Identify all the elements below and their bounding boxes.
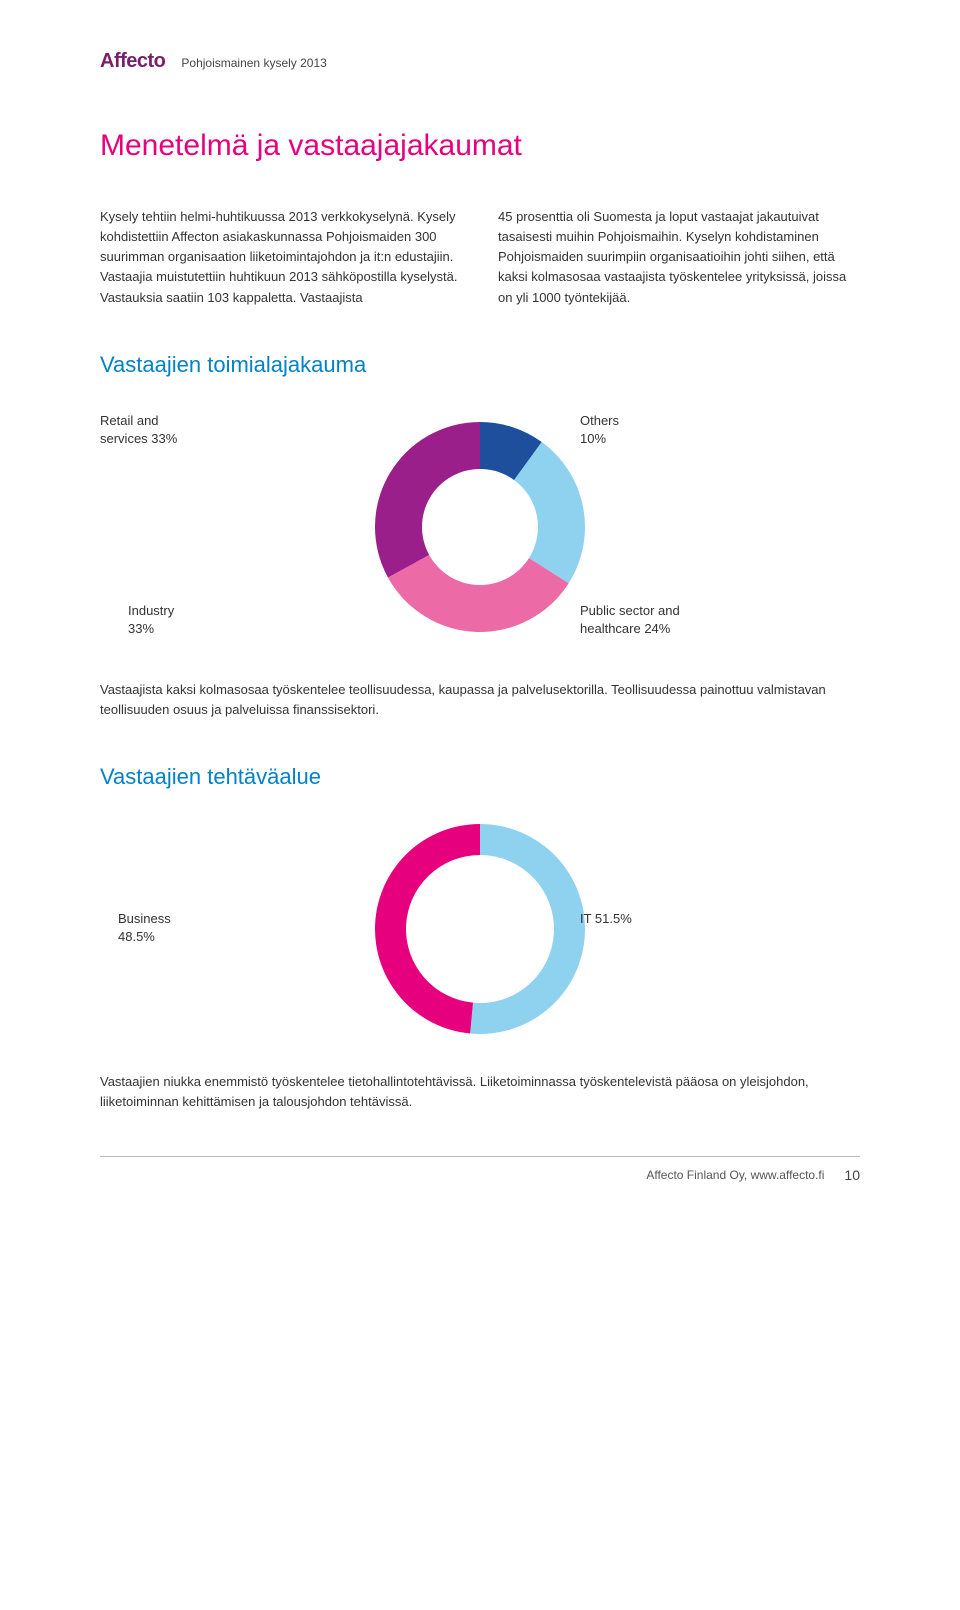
intro-columns: Kysely tehtiin helmi-huhtikuussa 2013 ve…: [100, 207, 860, 308]
page-header: Affecto Pohjoismainen kysely 2013: [100, 50, 860, 73]
page-title: Menetelmä ja vastaajajakaumat: [100, 129, 860, 163]
page-container: Affecto Pohjoismainen kysely 2013 Menete…: [0, 0, 960, 1223]
chart2-donut: [375, 824, 585, 1034]
document-subhead: Pohjoismainen kysely 2013: [181, 56, 326, 70]
page-number: 10: [844, 1167, 860, 1183]
chart1-donut: [375, 422, 585, 632]
intro-col-2: 45 prosenttia oli Suomesta ja loput vast…: [498, 207, 860, 308]
chart2-caption: Vastaajien niukka enemmistö työskentelee…: [100, 1072, 860, 1112]
chart2-title: Vastaajien tehtäväalue: [100, 764, 860, 790]
chart2-wrap: IT 51.5%Business48.5%: [100, 814, 860, 1044]
chart1-title: Vastaajien toimialajakauma: [100, 352, 860, 378]
chart1-donut-area: [100, 402, 860, 652]
chart2-donut-area: [100, 814, 860, 1044]
donut-slice: [388, 555, 569, 632]
chart1-caption: Vastaajista kaksi kolmasosaa työskentele…: [100, 680, 860, 720]
donut-slice: [375, 824, 480, 1034]
donut-slice: [375, 422, 480, 578]
footer-text: Affecto Finland Oy, www.affecto.fi: [646, 1168, 824, 1182]
donut-slice: [470, 824, 585, 1034]
page-footer: Affecto Finland Oy, www.affecto.fi 10: [100, 1156, 860, 1183]
chart1-wrap: Retail andservices 33%Others10%Public se…: [100, 402, 860, 652]
intro-col-1: Kysely tehtiin helmi-huhtikuussa 2013 ve…: [100, 207, 462, 308]
brand-logo: Affecto: [100, 50, 165, 73]
